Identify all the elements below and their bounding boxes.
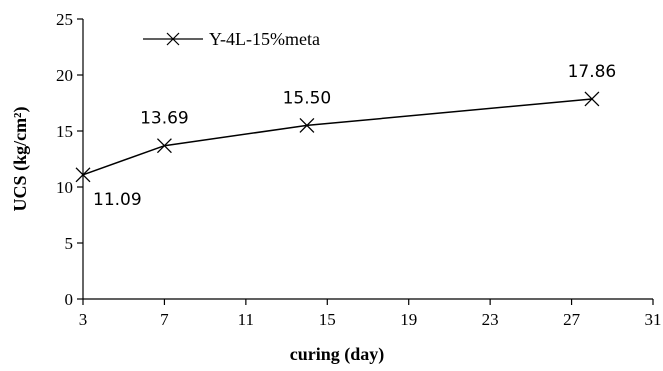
y-ticks: 0 5 10 15 20 25 xyxy=(56,10,83,309)
x-axis-title: curing (day) xyxy=(290,344,385,365)
y-tick-label: 15 xyxy=(56,122,73,141)
y-tick-label: 5 xyxy=(65,234,74,253)
y-tick-label: 10 xyxy=(56,178,73,197)
axes xyxy=(82,19,653,300)
data-label: 15.50 xyxy=(283,88,332,108)
data-point-marker xyxy=(299,117,315,133)
x-tick-label: 31 xyxy=(645,310,662,329)
x-tick-label: 11 xyxy=(238,310,254,329)
x-tick-label: 15 xyxy=(319,310,336,329)
data-point-marker xyxy=(584,91,600,107)
legend-label: Y-4L-15%meta xyxy=(209,29,320,49)
y-tick-label: 0 xyxy=(65,290,74,309)
y-axis-title: UCS (kg/cm²) xyxy=(10,107,31,212)
data-label: 17.86 xyxy=(568,62,617,82)
data-labels: 11.09 13.69 15.50 17.86 xyxy=(93,62,616,210)
x-tick-label: 27 xyxy=(563,310,581,329)
data-point-marker xyxy=(156,138,172,154)
y-tick-label: 25 xyxy=(56,10,73,29)
data-label: 13.69 xyxy=(140,109,189,129)
data-point-marker xyxy=(75,167,91,183)
data-label: 11.09 xyxy=(93,190,142,210)
legend-marker-icon xyxy=(166,32,180,46)
x-tick-label: 3 xyxy=(79,310,88,329)
x-tick-label: 19 xyxy=(400,310,417,329)
y-tick-label: 20 xyxy=(56,66,73,85)
x-tick-label: 23 xyxy=(482,310,499,329)
x-tick-label: 7 xyxy=(160,310,169,329)
x-ticks: 3 7 11 15 19 23 27 31 xyxy=(79,299,662,329)
legend: Y-4L-15%meta xyxy=(143,29,320,49)
series-line xyxy=(82,98,592,176)
series-layer xyxy=(75,91,600,183)
